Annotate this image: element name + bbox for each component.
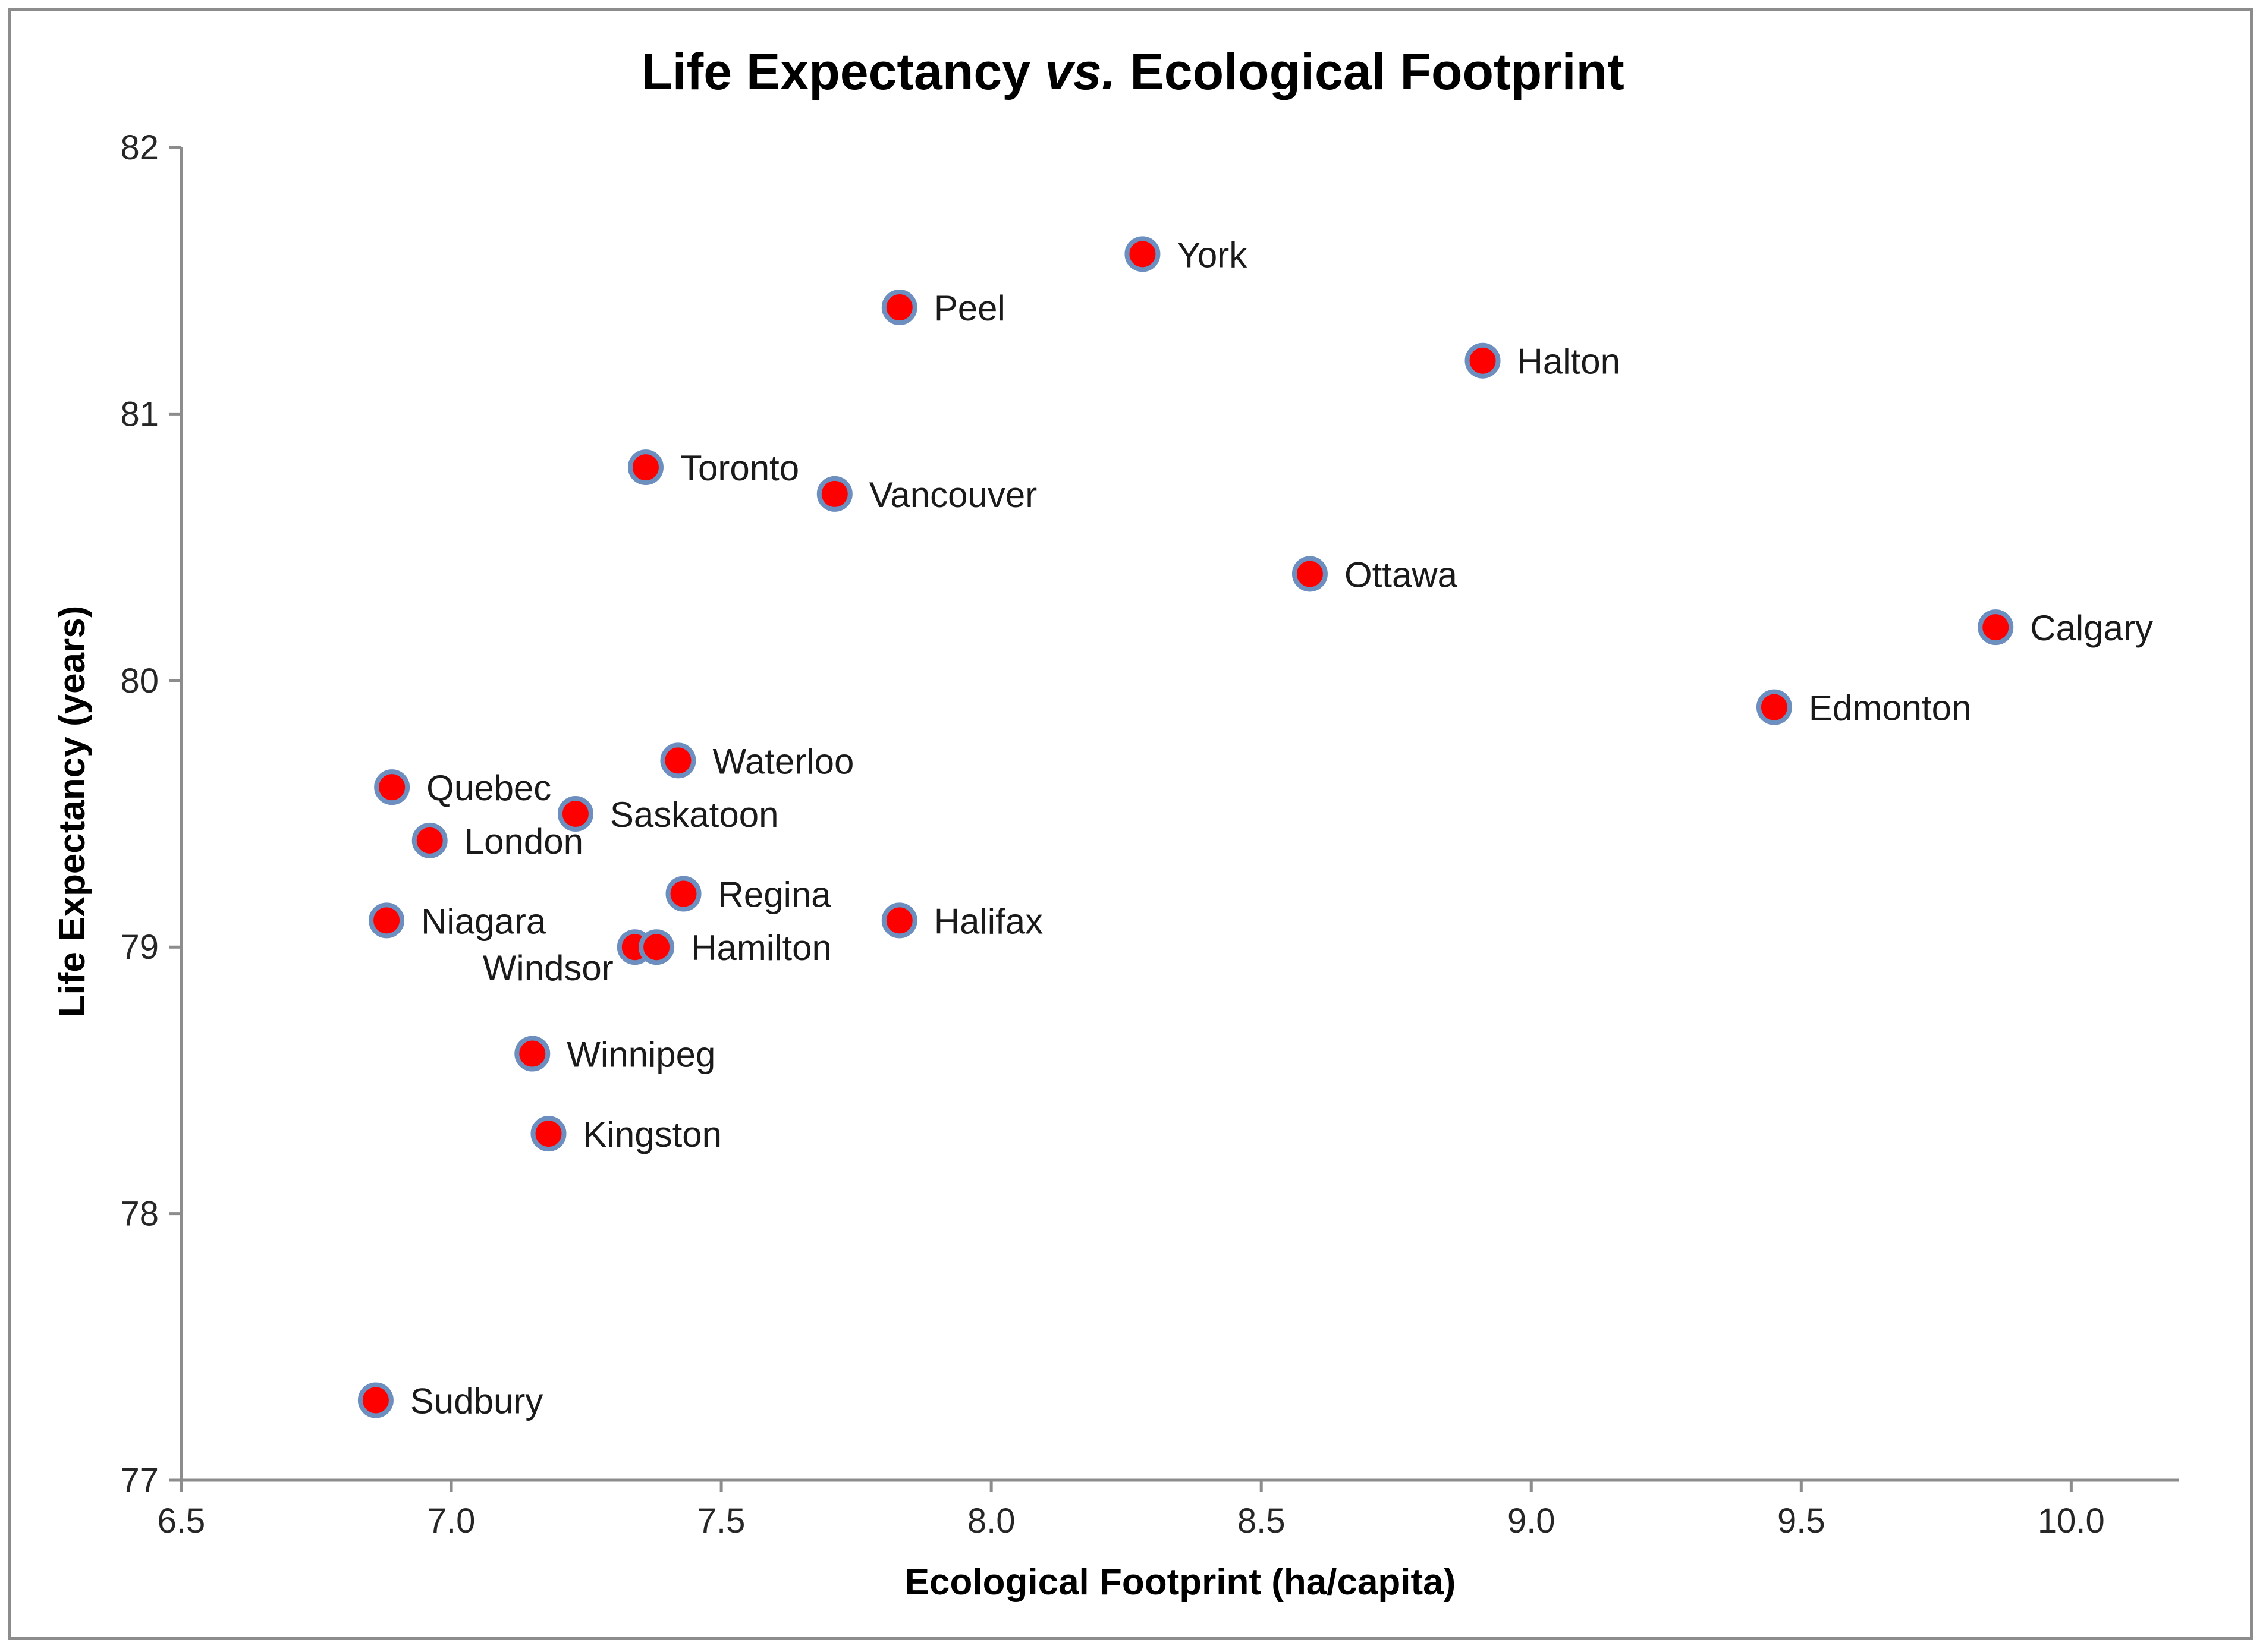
point-label-saskatoon: Saskatoon (610, 795, 779, 835)
x-axis-ticks: 6.5 7.0 7.5 8.0 8.5 9.0 9.5 10.0 (158, 1480, 2105, 1540)
point-saskatoon (557, 796, 593, 832)
point-label-vancouver: Vancouver (869, 475, 1037, 515)
x-tick-label: 8.0 (967, 1502, 1016, 1540)
point-label-calgary: Calgary (2030, 608, 2153, 648)
point-label-sudbury: Sudbury (410, 1381, 543, 1421)
x-tick-label: 7.5 (697, 1502, 746, 1540)
point-niagara (369, 902, 405, 939)
y-tick-label: 81 (120, 395, 159, 433)
point-halifax (881, 902, 917, 939)
y-tick-label: 80 (120, 662, 159, 700)
point-waterloo (660, 742, 696, 779)
point-york (1124, 236, 1161, 272)
point-ottawa (1291, 556, 1328, 592)
point-sudbury (357, 1382, 394, 1418)
x-tick-label: 10.0 (2038, 1502, 2105, 1540)
point-label-hamilton: Hamilton (691, 928, 832, 968)
y-tick-label: 79 (120, 928, 159, 967)
x-tick-label: 8.5 (1237, 1502, 1286, 1540)
point-label-ottawa: Ottawa (1344, 555, 1458, 594)
y-axis-title: Life Expectancy (years) (52, 606, 93, 1018)
x-tick-label: 9.0 (1507, 1502, 1555, 1540)
point-london (411, 822, 448, 858)
point-label-winnipeg: Winnipeg (567, 1035, 715, 1075)
point-label-london: London (464, 822, 583, 861)
point-hamilton (639, 929, 675, 965)
point-label-halifax: Halifax (934, 901, 1043, 941)
point-regina (665, 876, 702, 912)
point-edmonton (1756, 689, 1792, 725)
chart-title-italic: vs. (1045, 43, 1116, 100)
point-toronto (627, 449, 664, 486)
point-vancouver (816, 476, 853, 512)
point-label-niagara: Niagara (421, 901, 546, 941)
point-label-waterloo: Waterloo (712, 741, 854, 781)
chart-frame (8, 8, 2253, 1640)
point-label-edmonton: Edmonton (1809, 688, 1972, 728)
point-halton (1464, 342, 1501, 379)
point-label-halton: Halton (1517, 342, 1620, 382)
point-peel (881, 290, 917, 326)
y-axis-ticks: 77 78 79 80 81 82 (120, 128, 181, 1500)
x-tick-label: 6.5 (158, 1502, 206, 1540)
x-tick-label: 7.0 (428, 1502, 476, 1540)
chart-title: Life Expectancy vs. Ecological Footprint (641, 43, 1624, 100)
point-label-quebec: Quebec (426, 768, 551, 808)
x-tick-label: 9.5 (1777, 1502, 1825, 1540)
chart-title-part1: Life Expectancy (641, 43, 1045, 100)
point-label-windsor: Windsor (483, 948, 614, 988)
point-label-kingston: Kingston (583, 1115, 722, 1154)
point-label-toronto: Toronto (680, 448, 799, 488)
x-axis-title: Ecological Footprint (ha/capita) (905, 1562, 1456, 1603)
data-point-labels: York Peel Halton Toronto Vancouver Ottawa Calg… (410, 235, 2153, 1421)
data-points (357, 236, 2014, 1418)
point-label-regina: Regina (718, 875, 832, 915)
point-winnipeg (514, 1036, 551, 1072)
point-calgary (1978, 609, 2014, 646)
point-kingston (530, 1116, 567, 1152)
y-tick-label: 82 (120, 128, 159, 167)
point-label-york: York (1177, 235, 1247, 275)
point-label-peel: Peel (934, 288, 1005, 328)
point-quebec (374, 769, 410, 805)
y-tick-label: 77 (120, 1461, 159, 1500)
chart-title-part2: Ecological Footprint (1116, 43, 1624, 100)
y-tick-label: 78 (120, 1195, 159, 1234)
